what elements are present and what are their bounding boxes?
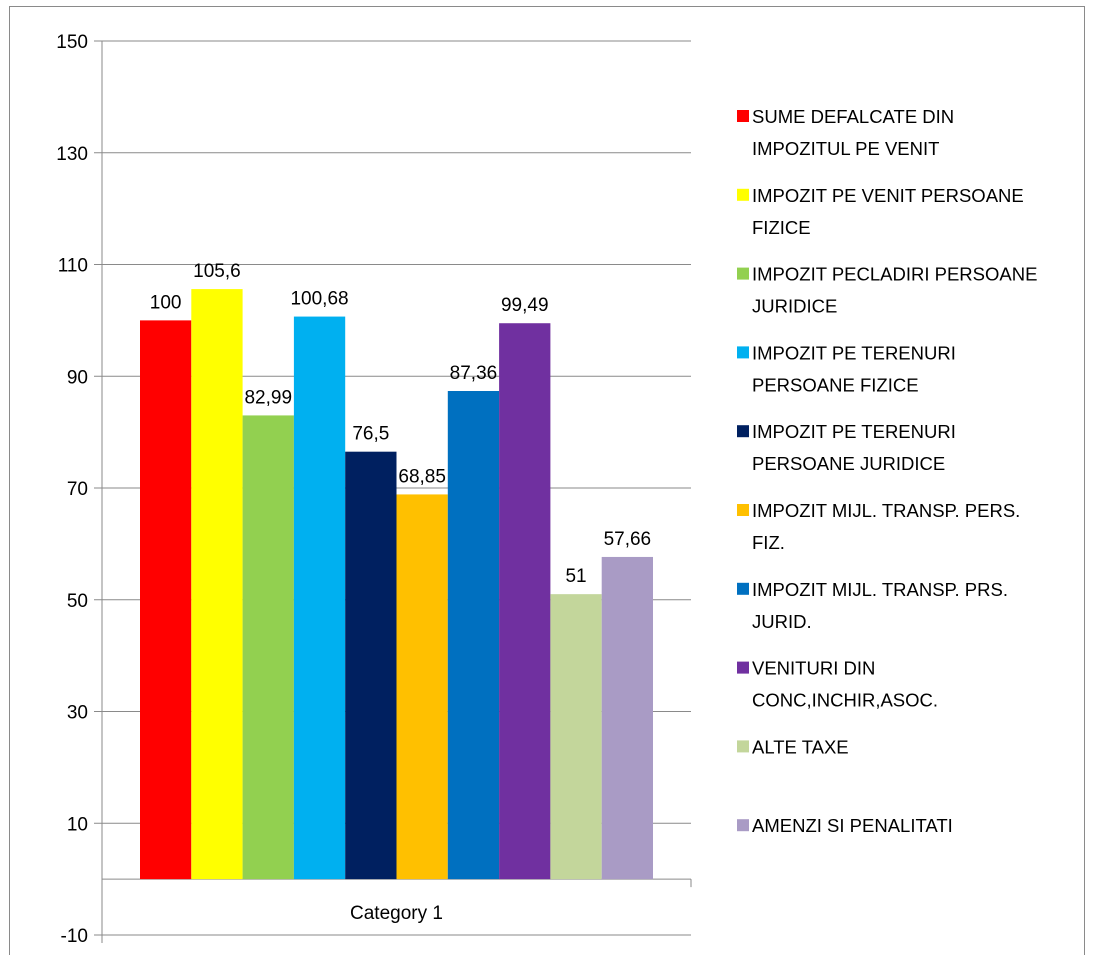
data-labels: 100 105,6 82,99 100,68 76,5 68,85 87,36 99,49 51… xyxy=(150,261,651,587)
y-tick-label: 50 xyxy=(67,591,88,612)
legend-swatch-8 xyxy=(737,661,749,674)
data-label-1: 100 xyxy=(150,292,182,313)
legend-label-1: SUME DEFALCATE DIN IMPOZITUL PE VENIT xyxy=(752,106,954,159)
legend: SUME DEFALCATE DIN IMPOZITUL PE VENIT IMPO… xyxy=(737,106,1037,836)
y-tick-label: 90 xyxy=(67,367,88,388)
bar-3 xyxy=(242,415,294,880)
legend-swatch-2 xyxy=(737,188,749,201)
legend-label-2: IMPOZIT PE VENIT PERSOANE FIZICE xyxy=(752,185,1024,238)
legend-swatch-3 xyxy=(737,267,749,280)
y-tick-label: 150 xyxy=(56,32,88,53)
data-label-9: 51 xyxy=(565,566,586,587)
data-label-4: 100,68 xyxy=(290,289,348,310)
axes: -10 10 30 50 70 90 110 130 150 Category 1 xyxy=(56,32,692,947)
bar-5 xyxy=(345,451,397,880)
legend-swatch-9 xyxy=(737,740,749,753)
legend-label-3: IMPOZIT PECLADIRI PERSOANE JURIDICE xyxy=(752,264,1037,317)
legend-swatch-1 xyxy=(737,110,749,122)
legend-label-4: IMPOZIT PE TERENURI PERSOANE FIZICE xyxy=(752,342,956,395)
y-tick-label: 70 xyxy=(67,479,88,500)
data-label-2: 105,6 xyxy=(193,261,241,282)
y-tick-label: 130 xyxy=(56,144,88,165)
bars xyxy=(140,289,653,880)
data-label-5: 76,5 xyxy=(352,424,389,445)
legend-swatch-4 xyxy=(737,346,749,359)
bar-4 xyxy=(293,316,346,880)
legend-label-9: ALTE TAXE xyxy=(752,736,849,757)
legend-label-10: AMENZI SI PENALITATI xyxy=(752,815,953,836)
legend-label-7: IMPOZIT MIJL. TRANSP. PRS. JURID. xyxy=(752,579,1008,632)
data-label-10: 57,66 xyxy=(604,529,652,550)
legend-swatch-6 xyxy=(737,504,749,516)
bar-7 xyxy=(447,391,500,880)
legend-swatch-10 xyxy=(737,819,749,832)
legend-label-5: IMPOZIT PE TERENURI PERSOANE JURIDICE xyxy=(752,421,956,474)
data-label-6: 68,85 xyxy=(398,466,446,487)
bar-10 xyxy=(601,556,653,880)
data-label-8: 99,49 xyxy=(501,295,549,316)
legend-label-6: IMPOZIT MIJL. TRANSP. PERS. FIZ. xyxy=(752,500,1020,553)
y-tick-label: 10 xyxy=(67,814,88,835)
bar-2 xyxy=(191,289,243,880)
bar-8 xyxy=(499,323,551,880)
bar-1 xyxy=(140,320,192,880)
y-tick-label: 110 xyxy=(58,256,88,277)
bar-6 xyxy=(396,494,448,880)
y-tick-label: -10 xyxy=(61,926,88,947)
legend-swatch-5 xyxy=(737,425,749,438)
data-label-7: 87,36 xyxy=(450,363,498,384)
legend-swatch-7 xyxy=(737,582,749,595)
x-category-label: Category 1 xyxy=(350,903,443,924)
y-tick-label: 30 xyxy=(67,703,88,724)
data-label-3: 82,99 xyxy=(244,387,292,408)
legend-label-8: VENITURI DIN CONC,INCHIR,ASOC. xyxy=(752,658,938,711)
bar-9 xyxy=(550,594,602,880)
